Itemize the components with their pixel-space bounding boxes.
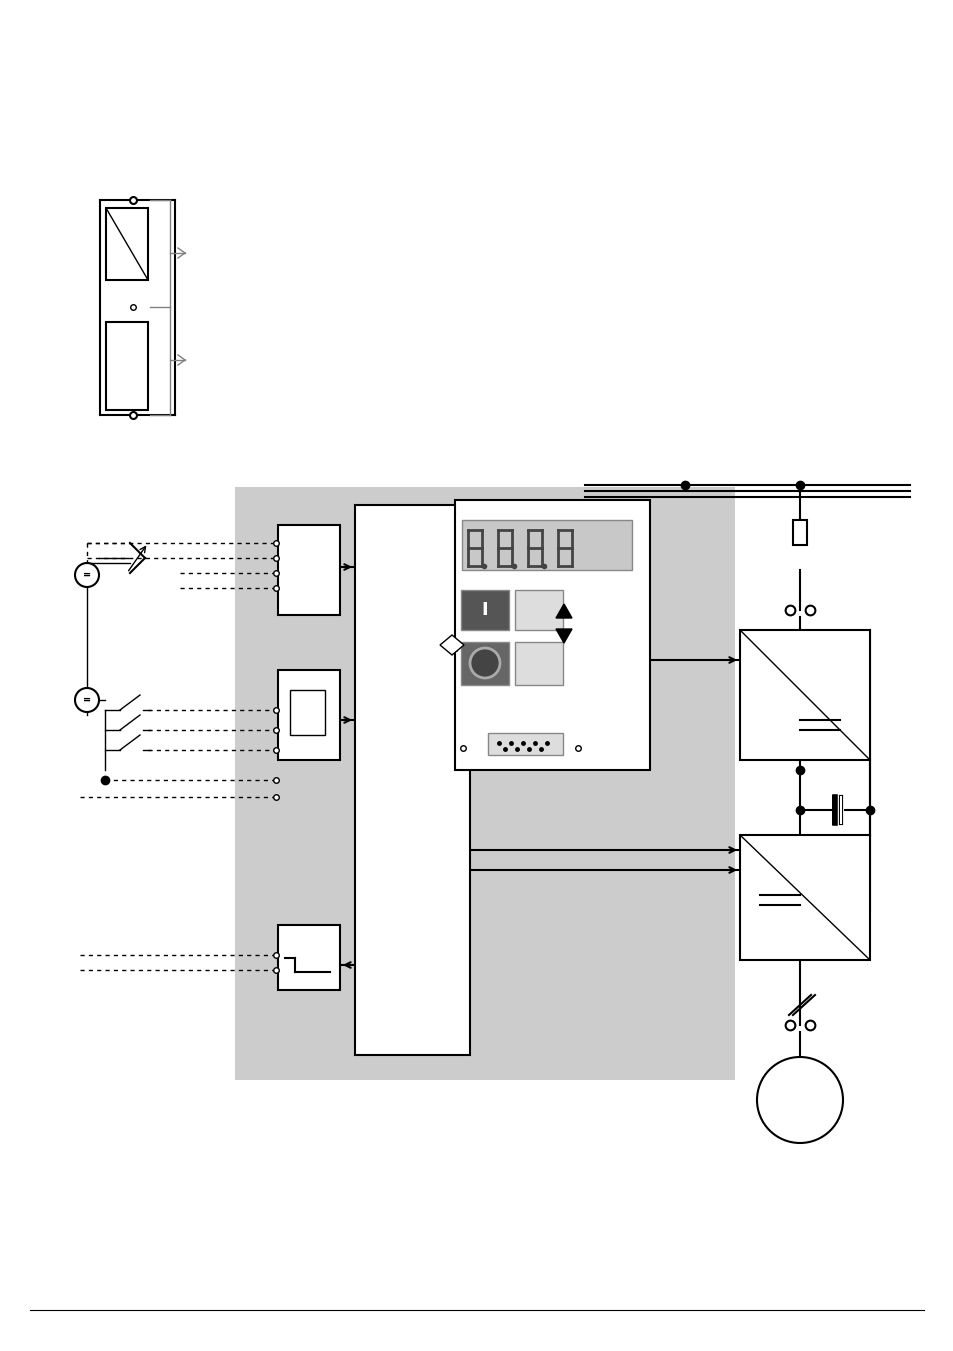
Bar xyxy=(106,208,148,280)
Bar xyxy=(740,835,869,961)
Polygon shape xyxy=(556,604,572,617)
Bar xyxy=(740,630,869,761)
Polygon shape xyxy=(556,630,572,643)
Circle shape xyxy=(470,648,499,678)
Bar xyxy=(488,734,562,755)
Bar xyxy=(355,505,470,1055)
Text: I: I xyxy=(481,601,488,619)
Polygon shape xyxy=(439,635,463,655)
Bar xyxy=(277,526,339,615)
Bar xyxy=(515,642,562,685)
Bar xyxy=(234,486,734,1079)
Bar xyxy=(290,690,325,735)
Text: =: = xyxy=(83,694,91,705)
Bar xyxy=(277,925,339,990)
Circle shape xyxy=(757,1056,842,1143)
Bar xyxy=(515,590,562,630)
Bar xyxy=(461,520,631,570)
Text: =: = xyxy=(83,570,91,580)
Bar xyxy=(455,500,649,770)
Bar xyxy=(460,642,509,685)
Circle shape xyxy=(75,688,99,712)
Bar xyxy=(277,670,339,761)
Bar xyxy=(840,794,843,825)
Bar xyxy=(792,520,806,544)
Circle shape xyxy=(75,563,99,586)
Bar xyxy=(460,590,509,630)
Bar xyxy=(831,794,835,825)
Bar xyxy=(106,322,148,409)
